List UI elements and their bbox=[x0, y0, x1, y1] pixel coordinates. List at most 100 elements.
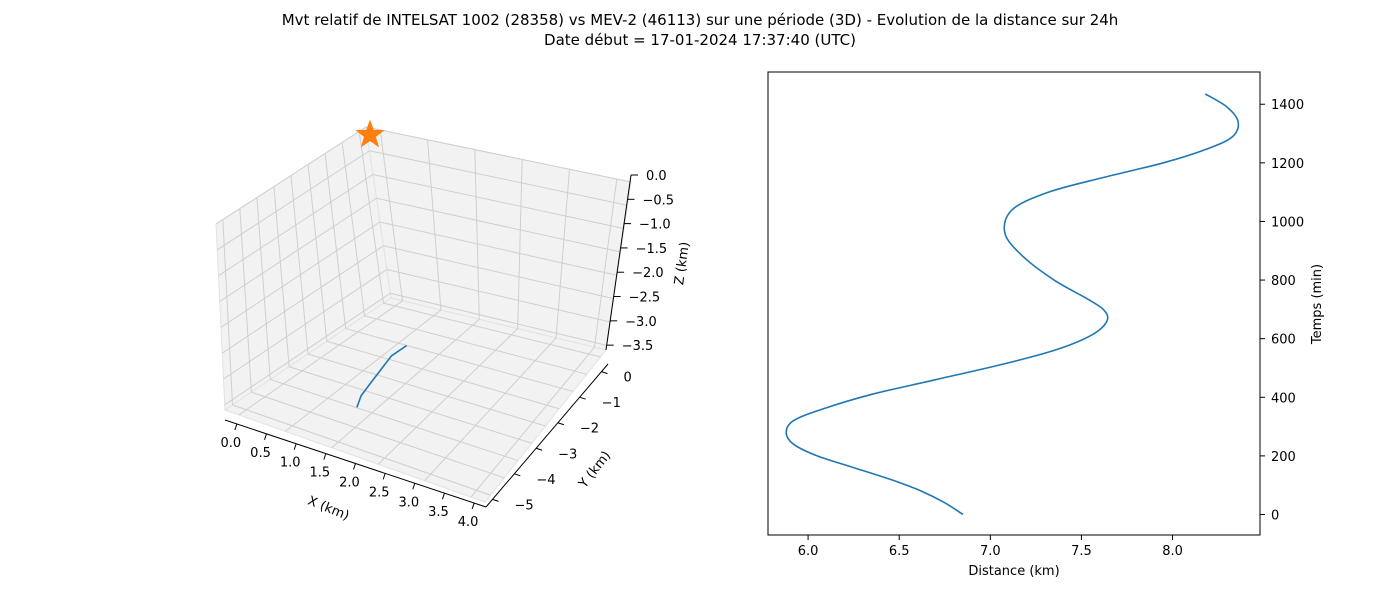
grid-line-y bbox=[377, 328, 519, 465]
y-tick-label: −3 bbox=[558, 447, 577, 462]
x-tick-mark bbox=[353, 463, 356, 470]
3d-series bbox=[355, 119, 408, 408]
grid-line-z bbox=[218, 174, 374, 277]
x-tick-label: 2.0 bbox=[339, 476, 360, 491]
z-tick-label: −3.0 bbox=[625, 315, 657, 330]
y-tick-label-2d: 400 bbox=[1271, 391, 1296, 406]
y-tick-label: −1 bbox=[602, 396, 621, 411]
x-tick-label-2d: 6.5 bbox=[889, 544, 910, 559]
y-tick-label-2d: 0 bbox=[1271, 508, 1279, 523]
y-tick-mark bbox=[601, 371, 608, 375]
y-axis-label: Y (km) bbox=[576, 449, 615, 492]
grid-line-z bbox=[219, 197, 377, 302]
z-tick-label: −2.0 bbox=[632, 266, 664, 281]
distance-series-line bbox=[785, 93, 1240, 516]
y-tick-mark bbox=[557, 422, 565, 426]
y-tick-label-2d: 1200 bbox=[1271, 157, 1304, 172]
z-tick-label: −1.0 bbox=[639, 218, 671, 233]
plot-frame bbox=[767, 71, 1261, 536]
y-tick-label-2d: 600 bbox=[1271, 333, 1296, 348]
z-tick-label: −0.5 bbox=[643, 193, 675, 208]
x-tick-label-2d: 6.0 bbox=[798, 544, 819, 559]
y-axis-line bbox=[485, 363, 609, 508]
grid-line-x bbox=[307, 353, 546, 427]
z-tick-label: 0.0 bbox=[646, 169, 667, 184]
y-tick-label-2d: 200 bbox=[1271, 450, 1296, 465]
x-tick-mark bbox=[412, 483, 416, 490]
y-tick-mark bbox=[492, 498, 499, 502]
y-tick-mark bbox=[514, 473, 521, 477]
y-tick-label-2d: 1000 bbox=[1271, 215, 1304, 230]
figure-title-line2: Date début = 17-01-2024 17:37:40 (UTC) bbox=[544, 31, 856, 49]
grid-line-z bbox=[221, 245, 384, 354]
3d-tick-labels: 0.0 0.5 1.0 1.5 2.0 2.5 3.0 3.5 4.0 0−1−2−3−4−5 0.… bbox=[221, 169, 675, 530]
y-tick-label: −5 bbox=[515, 498, 534, 513]
y-tick-label: −2 bbox=[580, 422, 599, 437]
grid-line-z bbox=[383, 245, 614, 300]
grid-line-z bbox=[223, 269, 388, 380]
grid-line-x bbox=[251, 391, 505, 479]
x-tick-label: 4.0 bbox=[458, 515, 479, 530]
x-tick-mark bbox=[293, 443, 297, 450]
x-tick-label-2d: 7.5 bbox=[1071, 544, 1092, 559]
x-tick-mark bbox=[442, 493, 445, 500]
grid-line-x bbox=[232, 404, 491, 496]
grid-line-z bbox=[376, 197, 621, 253]
grid-line-z bbox=[216, 150, 370, 251]
x-tick-label: 1.0 bbox=[280, 456, 301, 471]
grid-line-y bbox=[331, 318, 480, 449]
3d-trajectory-plot: 0.0 0.5 1.0 1.5 2.0 2.5 3.0 3.5 4.0 0−1−2−3−4−5 0.… bbox=[215, 119, 693, 530]
z-axis-label: Z (km) bbox=[672, 241, 693, 286]
grid-line-z bbox=[369, 150, 628, 206]
grid-line-y bbox=[285, 309, 442, 432]
grid-line-y bbox=[238, 300, 403, 416]
x-tick-mark bbox=[471, 502, 475, 510]
grid-line-x bbox=[288, 366, 532, 444]
x-axis-label-2d: Distance (km) bbox=[968, 564, 1059, 579]
grid-line-x bbox=[270, 378, 519, 462]
grid-line-x bbox=[345, 328, 574, 392]
x-tick-mark bbox=[323, 453, 327, 460]
grid-line-z bbox=[372, 174, 625, 230]
y-tick-label-2d: 800 bbox=[1271, 274, 1296, 289]
grid-line-x bbox=[364, 315, 587, 375]
figure-title-line1: Mvt relatif de INTELSAT 1002 (28358) vs … bbox=[281, 11, 1119, 29]
x-tick-label-2d: 8.0 bbox=[1162, 544, 1183, 559]
x-tick-mark bbox=[234, 423, 238, 431]
x-tick-label: 3.5 bbox=[428, 505, 449, 520]
grid-line-x bbox=[383, 302, 601, 358]
grid-line-z bbox=[379, 221, 618, 276]
y-tick-label: −4 bbox=[536, 473, 555, 488]
y-axis-label-2d: Temps (min) bbox=[1310, 264, 1325, 345]
z-tick-label: −3.5 bbox=[622, 339, 654, 354]
y-tick-mark bbox=[535, 447, 543, 451]
y-tick-mark bbox=[579, 396, 586, 400]
x-tick-label: 3.0 bbox=[398, 495, 419, 510]
z-tick-label: −1.5 bbox=[636, 242, 668, 257]
x-tick-mark bbox=[382, 473, 386, 480]
distance-time-plot: 6.0 6.5 7.0 7.5 8.0 0 200 400 600 800 1000 1200 1400… bbox=[767, 71, 1325, 579]
z-tick-label: −2.5 bbox=[629, 291, 661, 306]
trajectory-line bbox=[356, 344, 408, 408]
grid-line-y bbox=[424, 337, 557, 481]
grid-line-z bbox=[390, 292, 607, 346]
x-tick-label: 1.5 bbox=[309, 466, 330, 481]
grid-line-z bbox=[220, 221, 381, 328]
y-tick-label: 0 bbox=[623, 371, 631, 386]
x-tick-label: 0.5 bbox=[250, 446, 271, 461]
x-tick-label-2d: 7.0 bbox=[980, 544, 1001, 559]
2d-ticks: 6.0 6.5 7.0 7.5 8.0 0 200 400 600 800 1000 1200 1400 bbox=[798, 98, 1304, 559]
grid-line-z bbox=[386, 269, 611, 323]
x-tick-label: 2.5 bbox=[369, 485, 390, 500]
grid-line-y bbox=[470, 346, 595, 498]
y-tick-label-2d: 1400 bbox=[1271, 98, 1304, 113]
x-tick-mark bbox=[264, 433, 267, 440]
x-axis-label: X (km) bbox=[305, 494, 351, 524]
grid-line-z bbox=[224, 292, 391, 406]
x-tick-label: 0.0 bbox=[221, 436, 242, 451]
grid-line-x bbox=[326, 340, 560, 410]
grid-line-z bbox=[215, 126, 367, 225]
3d-grid bbox=[215, 126, 632, 498]
grid-line-z bbox=[365, 126, 632, 183]
